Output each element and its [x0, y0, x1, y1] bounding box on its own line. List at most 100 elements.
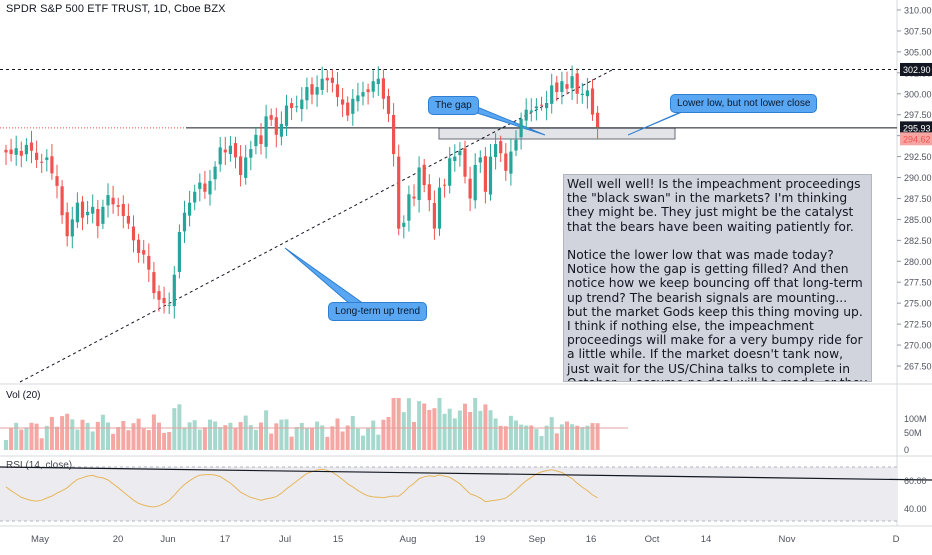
volume-bar	[29, 422, 34, 450]
candle-body	[101, 206, 105, 224]
volume-bar	[213, 421, 218, 450]
volume-bar	[197, 429, 202, 450]
price-badge-label: 302.90	[903, 65, 931, 75]
volume-bar	[570, 424, 575, 450]
candle-body	[162, 297, 166, 304]
candle-body	[86, 211, 90, 216]
candle-body	[310, 84, 314, 95]
volume-bar	[269, 433, 274, 450]
candle-body	[259, 135, 263, 145]
price-tick-label: 272.50	[904, 320, 932, 330]
candle-body	[295, 106, 299, 108]
volume-bar	[498, 425, 503, 450]
candle-body	[233, 143, 238, 158]
candle-body	[116, 205, 120, 207]
candle-body	[529, 110, 533, 112]
volume-bar	[396, 398, 401, 450]
volume-bar	[437, 398, 442, 450]
time-label: 15	[333, 534, 344, 545]
price-axis[interactable]: 310.00307.50305.00302.50300.00297.50295.…	[897, 6, 932, 372]
volume-bar	[391, 398, 396, 450]
gap-callout[interactable]: The gap	[428, 96, 479, 115]
candle-body	[60, 186, 64, 216]
candle-body	[473, 164, 477, 201]
price-badge	[900, 132, 932, 146]
volume-bar	[238, 422, 243, 450]
volume-bar	[508, 415, 513, 450]
candle-body	[142, 250, 146, 255]
volume-bar	[386, 417, 391, 450]
candle-body	[147, 255, 151, 270]
candle-body	[290, 103, 294, 109]
time-label: Sep	[529, 534, 546, 545]
candle-body	[575, 73, 579, 94]
volume-bar	[253, 429, 258, 450]
candle-body	[519, 118, 523, 138]
volume-bar	[131, 423, 136, 450]
candle-body	[392, 114, 396, 155]
candle-body	[19, 150, 23, 156]
volume-bar	[417, 401, 422, 450]
volume-bar	[381, 419, 386, 450]
volume-bar	[503, 426, 508, 450]
candle-body	[111, 197, 115, 205]
trend-callout[interactable]: Long-term up trend	[328, 302, 428, 321]
volume-bar	[85, 422, 90, 450]
volume-tick-label: 100M	[904, 414, 927, 424]
candle-body	[412, 196, 416, 199]
volume-bar	[24, 427, 29, 450]
volume-bar	[320, 425, 325, 450]
candle-body	[264, 116, 268, 147]
volume-bar	[177, 404, 182, 450]
lower-low-callout[interactable]: Lower low, but not lower close	[670, 94, 818, 113]
candle-body	[152, 272, 156, 294]
price-badge-label: 295.93	[903, 123, 931, 133]
candle-body	[249, 149, 253, 158]
volume-bar	[223, 425, 228, 450]
candle-body	[284, 105, 289, 126]
chart-title: SPDR S&P 500 ETF TRUST, 1D, Cboe BZX	[6, 3, 226, 15]
candle-body	[432, 203, 436, 229]
volume-bar	[34, 423, 39, 450]
volume-bar	[488, 410, 493, 450]
time-label: 19	[475, 534, 486, 545]
candle-body	[494, 144, 498, 158]
volume-bar	[55, 426, 59, 450]
volume-bar	[595, 423, 600, 450]
candle-body	[35, 152, 39, 160]
volume-bar	[121, 421, 126, 450]
candle-body	[14, 148, 18, 155]
candle-body	[437, 187, 442, 229]
volume-bar	[442, 413, 447, 450]
time-label: 17	[220, 534, 231, 545]
analysis-note[interactable]: Well well well! Is the impeachment proce…	[563, 174, 872, 382]
volume-bar	[463, 403, 467, 450]
volume-bar	[248, 425, 253, 450]
candle-body	[346, 102, 350, 116]
volume-bar	[412, 421, 416, 450]
candle-body	[427, 184, 431, 201]
candle-body	[218, 147, 222, 165]
volume-bar	[549, 417, 554, 450]
time-axis[interactable]: May 20 Jun 17 Jul 15 Aug 19 Sep 16 Oct 14 Nov D	[31, 534, 900, 545]
candle-body	[560, 81, 564, 92]
volume-bar	[524, 425, 529, 450]
grid-lines	[0, 0, 932, 527]
volume-bar	[427, 410, 432, 450]
candle-body	[488, 156, 493, 195]
price-tick-label: 270.00	[904, 341, 932, 351]
price-tick-label: 277.50	[904, 278, 932, 288]
candle-body	[254, 134, 258, 147]
volume-bar	[289, 436, 294, 450]
candle-body	[228, 145, 232, 155]
volume-bar	[468, 411, 473, 450]
candle-body	[167, 304, 171, 306]
volume-bar	[299, 422, 304, 450]
candle-body	[203, 183, 207, 192]
candle-body	[478, 157, 482, 163]
volume-bar	[447, 408, 452, 450]
candle-body	[269, 115, 273, 120]
volume-bar	[473, 398, 478, 450]
